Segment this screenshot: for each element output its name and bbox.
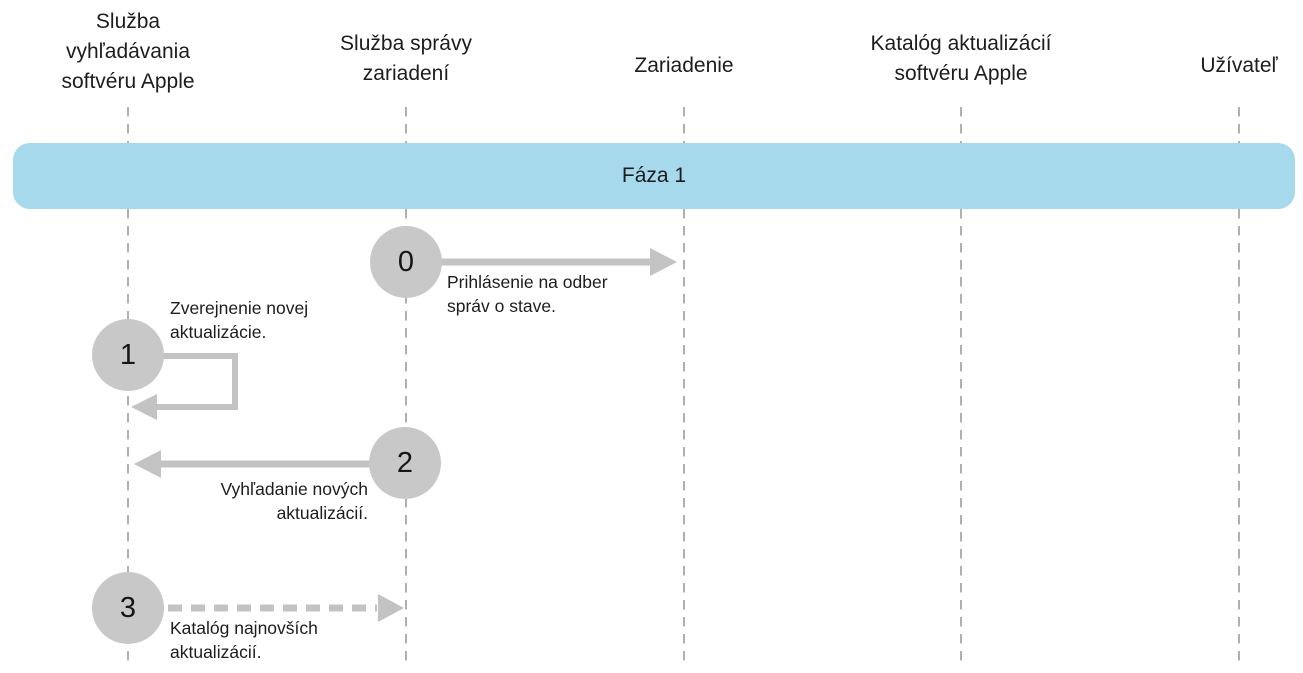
arrow-step-2 (134, 450, 370, 478)
step-0-label: Prihlásenie na odber správ o stave. (447, 272, 608, 316)
arrowhead-right-icon (650, 248, 677, 276)
step-3-label: Katalóg najnovších aktualizácií. (170, 618, 318, 662)
arrow-step-0 (441, 248, 677, 276)
arrow-step-3 (168, 594, 404, 622)
actor-apple-software-lookup-service: Služba vyhľadávania softvéru Apple (61, 10, 195, 93)
step-1-label: Zverejnenie novej aktualizácie. (170, 298, 309, 342)
arrowhead-left-icon (134, 450, 161, 478)
arrow-step-1-self-loop (131, 353, 238, 420)
actor-device-management-service: Služba správy zariadení (340, 32, 472, 85)
step-2-label: Vyhľadanie nových aktualizácií. (220, 479, 368, 523)
phase-banner-label: Fáza 1 (621, 164, 687, 187)
arrowhead-left-icon (131, 394, 157, 420)
phase-banner: Fáza 1 (13, 143, 1295, 209)
step-0-badge: 0 (370, 226, 442, 298)
step-3-badge: 3 (92, 572, 164, 644)
actor-user: Užívateľ (1200, 54, 1278, 77)
actor-device: Zariadenie (634, 54, 734, 77)
arrowhead-right-icon (378, 594, 404, 622)
step-2-badge: 2 (369, 427, 441, 499)
step-1-badge: 1 (92, 319, 164, 391)
actor-apple-software-update-catalog: Katalóg aktualizácií softvéru Apple (870, 32, 1052, 85)
